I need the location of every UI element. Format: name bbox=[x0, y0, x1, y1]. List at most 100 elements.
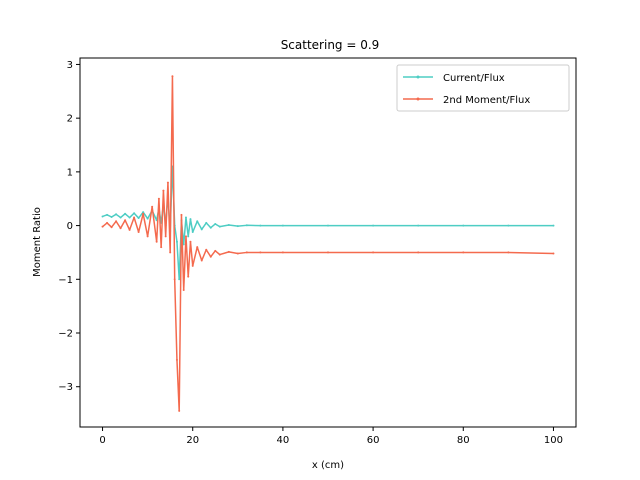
data-point bbox=[119, 216, 122, 219]
data-point bbox=[417, 251, 420, 254]
data-point bbox=[169, 251, 172, 254]
x-axis: 0 20 40 60 80 100 bbox=[99, 427, 563, 446]
data-point bbox=[200, 259, 203, 262]
data-point bbox=[189, 218, 192, 221]
data-point bbox=[146, 217, 149, 220]
data-point bbox=[164, 235, 167, 238]
data-point bbox=[101, 225, 104, 228]
data-point bbox=[245, 224, 248, 227]
data-point bbox=[196, 220, 199, 223]
data-point bbox=[462, 224, 465, 227]
data-point bbox=[191, 231, 194, 234]
data-point bbox=[200, 228, 203, 231]
data-point bbox=[162, 189, 165, 192]
series-line-1 bbox=[102, 75, 554, 412]
data-point bbox=[142, 211, 145, 214]
y-tick-label: −1 bbox=[58, 275, 73, 286]
data-point bbox=[327, 251, 329, 254]
data-point bbox=[507, 251, 510, 254]
data-point bbox=[166, 181, 169, 184]
data-point bbox=[106, 221, 109, 224]
data-point bbox=[178, 409, 181, 412]
data-point bbox=[101, 215, 104, 218]
data-point bbox=[180, 213, 183, 216]
data-point bbox=[205, 248, 208, 251]
data-point bbox=[196, 246, 199, 249]
legend-label: Current/Flux bbox=[443, 73, 505, 84]
legend: Current/Flux 2nd Moment/Flux bbox=[396, 64, 570, 112]
data-point bbox=[178, 278, 181, 281]
data-point bbox=[372, 224, 375, 227]
data-point bbox=[227, 250, 230, 253]
x-tick-label: 40 bbox=[277, 435, 290, 446]
data-point bbox=[106, 213, 109, 216]
data-point bbox=[110, 226, 113, 229]
data-point bbox=[182, 289, 185, 292]
legend-box bbox=[396, 64, 570, 112]
data-point bbox=[507, 224, 510, 227]
data-point bbox=[209, 226, 212, 229]
data-point bbox=[184, 216, 187, 219]
data-point bbox=[146, 235, 149, 238]
x-tick-label: 0 bbox=[99, 435, 105, 446]
data-point bbox=[110, 215, 113, 218]
plot-area bbox=[101, 75, 555, 412]
data-point bbox=[151, 205, 154, 208]
data-point bbox=[175, 358, 178, 361]
data-point bbox=[462, 251, 465, 254]
data-point bbox=[142, 212, 145, 215]
data-point bbox=[115, 220, 118, 223]
y-tick-label: −2 bbox=[58, 329, 73, 340]
data-point bbox=[281, 251, 284, 254]
data-point bbox=[214, 249, 217, 252]
x-tick-label: 80 bbox=[457, 435, 470, 446]
data-point bbox=[245, 251, 248, 254]
data-point bbox=[119, 227, 122, 230]
data-point bbox=[128, 216, 131, 219]
data-point bbox=[372, 251, 375, 254]
data-point bbox=[128, 228, 131, 231]
y-tick-label: 2 bbox=[67, 114, 73, 125]
data-point bbox=[137, 217, 140, 220]
data-point bbox=[209, 255, 212, 258]
data-point bbox=[171, 75, 174, 78]
data-point bbox=[236, 252, 239, 255]
data-point bbox=[227, 224, 230, 227]
data-point bbox=[124, 219, 127, 222]
data-point bbox=[259, 224, 262, 227]
x-tick-label: 100 bbox=[544, 435, 563, 446]
y-axis-label: Moment Ratio bbox=[32, 207, 43, 277]
y-tick-label: 3 bbox=[67, 60, 73, 71]
data-point bbox=[173, 278, 176, 281]
data-point bbox=[205, 221, 208, 224]
data-point bbox=[259, 251, 262, 254]
data-point bbox=[191, 264, 194, 267]
data-point bbox=[157, 197, 160, 200]
data-point bbox=[218, 225, 221, 228]
legend-marker bbox=[416, 97, 420, 101]
data-point bbox=[133, 216, 136, 219]
y-tick-label: 0 bbox=[67, 221, 73, 232]
data-point bbox=[124, 212, 127, 215]
x-tick-label: 60 bbox=[367, 435, 380, 446]
y-tick-label: 1 bbox=[67, 167, 73, 178]
data-point bbox=[189, 240, 192, 243]
y-axis: −3 −2 −1 0 1 2 3 bbox=[58, 60, 80, 393]
y-tick-label: −3 bbox=[58, 382, 73, 393]
x-tick-label: 20 bbox=[186, 435, 199, 446]
legend-marker bbox=[416, 75, 420, 79]
chart-title: Scattering = 0.9 bbox=[281, 38, 380, 52]
x-axis-label: x (cm) bbox=[312, 460, 344, 471]
data-point bbox=[218, 253, 221, 256]
data-point bbox=[137, 231, 140, 234]
data-point bbox=[281, 224, 284, 227]
data-point bbox=[133, 212, 136, 215]
data-point bbox=[115, 213, 118, 216]
data-point bbox=[184, 235, 187, 238]
data-point bbox=[182, 243, 185, 246]
data-point bbox=[214, 222, 217, 225]
data-point bbox=[187, 275, 190, 278]
data-point bbox=[552, 252, 555, 255]
data-point bbox=[417, 224, 420, 227]
